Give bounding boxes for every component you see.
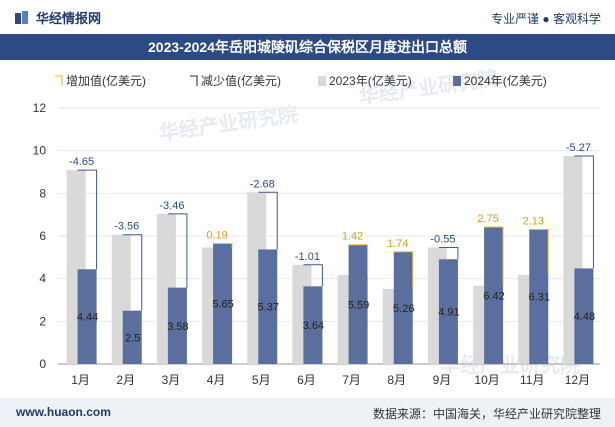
change-label: -2.68 <box>250 178 275 190</box>
value-label-2024: 6.31 <box>529 292 550 304</box>
x-tick-label: 12月 <box>565 373 590 387</box>
increase-marker <box>348 244 369 276</box>
top-bar: 华经情报网 专业严谨 ● 客观科学 <box>0 0 615 34</box>
data-source: 数据来源：中国海关，华经产业研究院整理 <box>372 407 601 421</box>
value-label-2024: 4.48 <box>574 311 595 323</box>
bar-2024 <box>77 269 97 364</box>
x-tick-label: 8月 <box>387 373 406 387</box>
value-label-2024: 5.65 <box>212 299 233 311</box>
watermark-text: 华经产业研究院 <box>440 353 580 377</box>
bar-2024 <box>393 251 413 364</box>
y-tick-label: 4 <box>39 272 46 286</box>
legend-swatch-2 <box>190 75 198 86</box>
increase-marker <box>393 251 414 289</box>
brand-name: 华经情报网 <box>36 11 102 26</box>
x-tick-label: 10月 <box>474 373 499 387</box>
bar-2024 <box>122 310 142 364</box>
x-tick-label: 5月 <box>252 373 271 387</box>
change-label: 2.75 <box>477 213 498 225</box>
bar-2024 <box>348 244 368 364</box>
change-label: -3.46 <box>159 200 184 212</box>
change-label: 2.13 <box>523 215 544 227</box>
brand-logo-icon <box>15 10 28 24</box>
decrease-marker <box>303 264 323 287</box>
value-label-2024: 4.44 <box>77 312 98 324</box>
bar-2024 <box>529 229 549 364</box>
x-tick-label: 9月 <box>433 373 452 387</box>
increase-marker <box>484 226 504 286</box>
x-tick-label: 2月 <box>116 373 135 387</box>
change-label: 1.42 <box>342 231 363 243</box>
value-label-2024: 2.5 <box>125 332 140 344</box>
change-label: 1.74 <box>387 238 408 250</box>
legend-swatch-4 <box>453 76 461 86</box>
brand-logo: 华经情报网 <box>14 8 101 27</box>
change-label: 0.19 <box>206 229 227 241</box>
decrease-marker <box>438 247 459 260</box>
legend-swatch-1 <box>55 75 63 86</box>
x-tick-label: 6月 <box>297 373 316 387</box>
value-label-2024: 3.58 <box>167 321 188 333</box>
legend-label-2: 减少值(亿美元) <box>201 73 281 88</box>
legend-label-4: 2024年(亿美元) <box>464 73 547 88</box>
bar-2024 <box>258 249 278 364</box>
change-label: -5.27 <box>566 142 591 154</box>
value-label-2024: 5.59 <box>348 299 369 311</box>
bar-2024 <box>484 227 504 364</box>
decrease-marker <box>122 234 143 311</box>
value-label-2024: 3.64 <box>303 320 324 332</box>
decrease-marker <box>77 169 98 270</box>
value-label-2024: 4.91 <box>438 307 459 319</box>
x-tick-label: 4月 <box>207 373 226 387</box>
legend-label-3: 2023年(亿美元) <box>329 73 412 88</box>
chart-title: 2023-2024年岳阳城陵矶综合保税区月度进出口总额 <box>0 34 615 60</box>
bar-2024 <box>574 268 594 364</box>
bar-2024 <box>438 259 458 364</box>
change-label: -1.01 <box>295 251 320 263</box>
y-tick-label: 10 <box>33 144 47 158</box>
footer: www.huaon.com 数据来源：中国海关，华经产业研究院整理 <box>0 398 615 427</box>
increase-marker <box>213 242 233 248</box>
value-label-2024: 5.37 <box>258 302 279 314</box>
legend-label-1: 增加值(亿美元) <box>66 73 146 88</box>
legend-swatch-3 <box>318 76 326 86</box>
change-label: -4.65 <box>69 156 94 168</box>
y-tick-label: 0 <box>39 357 46 371</box>
x-tick-label: 3月 <box>162 373 181 387</box>
increase-marker <box>529 228 549 275</box>
x-tick-label: 7月 <box>342 373 361 387</box>
y-tick-label: 6 <box>39 229 46 243</box>
value-label-2024: 5.26 <box>393 303 414 315</box>
y-tick-label: 2 <box>39 314 46 328</box>
decrease-marker <box>574 155 594 269</box>
change-label: -0.55 <box>430 234 455 246</box>
bar-2024 <box>303 286 323 364</box>
site-url[interactable]: www.huaon.com <box>16 405 111 419</box>
bar-2024 <box>213 243 233 364</box>
decrease-marker <box>258 191 278 250</box>
y-tick-label: 12 <box>33 101 47 115</box>
bar-2024 <box>167 287 187 364</box>
tagline: 专业严谨 ● 客观科学 <box>491 12 601 26</box>
change-label: -3.56 <box>114 221 139 233</box>
y-tick-label: 8 <box>39 186 46 200</box>
x-tick-label: 11月 <box>520 373 544 387</box>
decrease-marker <box>167 213 188 288</box>
value-label-2024: 6.42 <box>483 291 504 303</box>
x-tick-label: 1月 <box>71 373 90 387</box>
